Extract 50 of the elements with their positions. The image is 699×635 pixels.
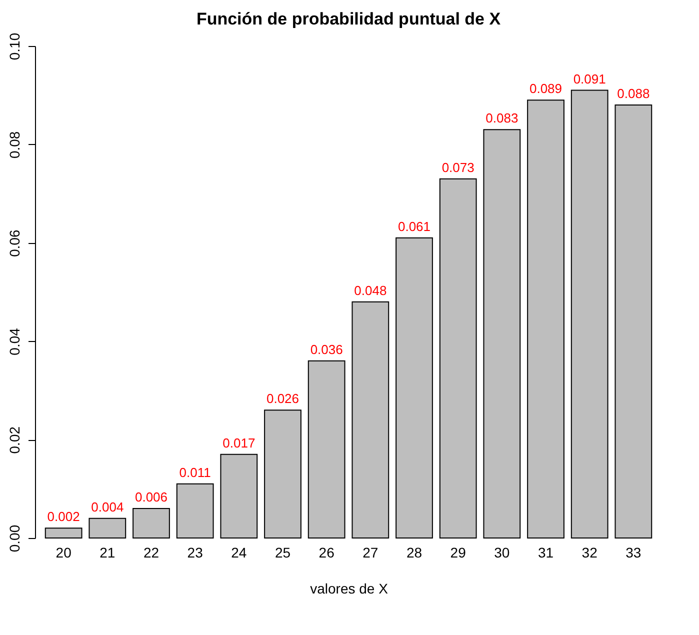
x-tick-label: 30 (494, 544, 510, 560)
bar (483, 129, 521, 538)
x-tick-label: 22 (143, 544, 160, 560)
y-tick-label: 0.02 (6, 426, 22, 454)
bar (570, 90, 608, 538)
bar (88, 518, 126, 538)
bar (614, 104, 652, 538)
y-tick-label: 0.04 (6, 328, 22, 356)
chart-title: Función de probabilidad puntual de X (196, 9, 502, 28)
data-label: 0.011 (179, 464, 211, 480)
bar (264, 410, 302, 538)
bar (176, 483, 214, 538)
data-label: 0.073 (442, 160, 474, 175)
data-label: 0.089 (529, 81, 562, 96)
bar (352, 301, 390, 538)
data-label: 0.017 (222, 435, 256, 450)
y-tick-label: 0.08 (6, 131, 22, 159)
bar (220, 454, 258, 538)
y-tick-label: 0.10 (6, 32, 22, 60)
bar (44, 528, 82, 538)
bar (439, 178, 477, 538)
x-tick-label: 32 (582, 544, 598, 560)
x-tick-label: 27 (362, 544, 378, 560)
y-tick-label: 0.06 (6, 229, 22, 257)
data-label: 0.026 (266, 391, 300, 406)
y-tick-label: 0.00 (6, 524, 22, 552)
bar (527, 100, 564, 538)
data-label: 0.048 (354, 282, 387, 298)
bar (396, 237, 433, 538)
data-label: 0.088 (617, 86, 650, 102)
x-tick-label: 26 (318, 544, 335, 560)
bar (132, 508, 170, 538)
x-axis-title: valores de X (310, 580, 389, 596)
x-tick-label: 33 (626, 544, 642, 560)
x-tick-label: 28 (406, 544, 422, 560)
data-label: 0.002 (47, 509, 80, 524)
data-label: 0.083 (486, 110, 518, 126)
x-tick-label: 21 (100, 544, 116, 560)
x-tick-label: 24 (231, 544, 247, 560)
data-label: 0.091 (573, 71, 606, 86)
data-label: 0.061 (398, 218, 431, 234)
bar (308, 360, 346, 538)
x-tick-label: 23 (187, 544, 204, 560)
data-label: 0.004 (91, 499, 124, 514)
x-tick-label: 31 (538, 544, 554, 560)
x-tick-label: 20 (56, 544, 72, 560)
x-tick-label: 25 (274, 544, 291, 560)
x-tick-label: 29 (450, 544, 466, 560)
data-label: 0.036 (310, 342, 343, 357)
data-label: 0.006 (134, 489, 168, 504)
